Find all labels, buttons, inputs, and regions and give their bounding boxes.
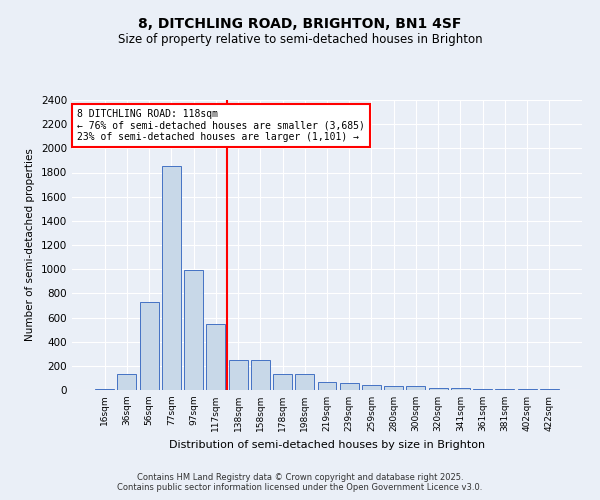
Bar (317, 382, 337, 390)
Bar (273, 374, 292, 390)
Bar (95, 389, 114, 390)
Bar (118, 374, 136, 390)
Bar (295, 374, 314, 390)
Bar (406, 386, 425, 390)
Text: Contains HM Land Registry data © Crown copyright and database right 2025.
Contai: Contains HM Land Registry data © Crown c… (118, 473, 482, 492)
Bar (206, 324, 225, 390)
Bar (229, 360, 248, 390)
Bar (429, 388, 448, 390)
Bar (451, 388, 470, 390)
Text: 8 DITCHLING ROAD: 118sqm
← 76% of semi-detached houses are smaller (3,685)
23% o: 8 DITCHLING ROAD: 118sqm ← 76% of semi-d… (77, 108, 365, 142)
Text: 8, DITCHLING ROAD, BRIGHTON, BN1 4SF: 8, DITCHLING ROAD, BRIGHTON, BN1 4SF (139, 18, 461, 32)
Bar (184, 270, 203, 390)
Bar (162, 166, 181, 390)
Text: Size of property relative to semi-detached houses in Brighton: Size of property relative to semi-detach… (118, 32, 482, 46)
Y-axis label: Number of semi-detached properties: Number of semi-detached properties (25, 148, 35, 342)
X-axis label: Distribution of semi-detached houses by size in Brighton: Distribution of semi-detached houses by … (169, 440, 485, 450)
Bar (140, 302, 158, 390)
Bar (340, 384, 359, 390)
Bar (384, 386, 403, 390)
Bar (251, 360, 270, 390)
Bar (362, 385, 381, 390)
